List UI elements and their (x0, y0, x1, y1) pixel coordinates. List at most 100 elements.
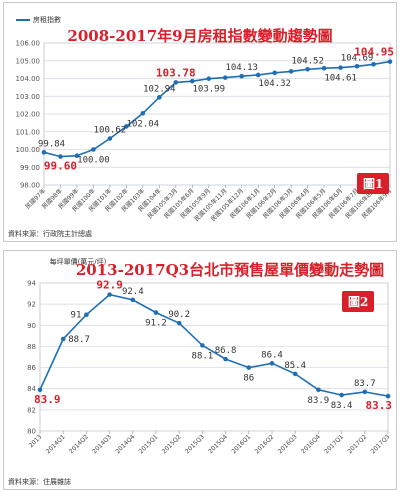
data-point (305, 66, 310, 72)
chart2-badge: 圖2 (342, 291, 375, 312)
data-point (269, 361, 275, 366)
x-tick-label: 2013 (28, 433, 44, 449)
data-label: 102.04 (127, 119, 160, 129)
x-tick-label: 2016Q2 (254, 433, 276, 455)
data-label: 91 (71, 311, 82, 321)
chart1-legend: 房租指數 (16, 15, 61, 25)
data-label: 104.95 (354, 46, 394, 59)
data-point (339, 392, 344, 398)
chart2-source: 資料來源：住展雜誌 (8, 478, 71, 486)
chart2-legend-label: 每坪單價(萬元/坪) (49, 258, 107, 266)
data-point (124, 124, 129, 129)
y-tick-label: 98.00 (20, 182, 40, 190)
data-label: 100.00 (77, 156, 110, 166)
x-tick-label: 2016Q1 (230, 433, 252, 455)
data-label: 103.78 (156, 66, 196, 79)
data-point (107, 292, 112, 297)
x-tick-label: 2015Q2 (161, 433, 183, 455)
x-tick-label: 2015Q1 (138, 433, 160, 455)
data-label: 104.32 (258, 79, 291, 89)
y-tick-label: 105.00 (16, 57, 41, 65)
x-tick-label: 2014Q3 (91, 433, 113, 455)
chart2-title: 2013-2017Q3台北市預售屋單價變動走勢圖 (75, 261, 385, 279)
data-point (255, 72, 261, 78)
y-tick-label: 104.00 (16, 75, 41, 83)
data-point (176, 320, 182, 326)
data-point (189, 78, 195, 84)
data-label: 92.4 (122, 287, 144, 297)
x-tick-label: 2016Q4 (300, 433, 322, 455)
x-tick-label: 2017Q1 (323, 433, 345, 455)
data-point (222, 75, 228, 80)
data-label: 100.62 (94, 125, 127, 135)
y-tick-label: 102.00 (16, 111, 41, 119)
data-label: 85.4 (284, 361, 306, 371)
x-tick-label: 2017Q2 (346, 433, 368, 455)
data-point (140, 110, 146, 116)
chart1-title: 2008-2017年9月房租指數變動趨勢圖 (67, 27, 333, 45)
data-label: 86.4 (261, 350, 283, 360)
data-point (385, 393, 391, 399)
chart1-source: 資料來源：行政院主計總處 (8, 230, 92, 238)
data-label: 86 (243, 374, 254, 384)
data-point (272, 70, 277, 76)
y-tick-label: 86 (27, 364, 36, 372)
data-label: 102.94 (143, 84, 176, 94)
y-tick-label: 99.00 (20, 164, 40, 172)
plot-area (39, 282, 389, 432)
data-label: 88.1 (192, 351, 214, 361)
data-point (246, 365, 252, 370)
y-tick-label: 100.00 (16, 146, 41, 154)
y-tick-label: 92 (27, 301, 36, 309)
data-label: 91.2 (145, 319, 167, 329)
y-tick-label: 82 (27, 406, 36, 414)
chart1-legend-label: 房租指數 (33, 16, 61, 24)
data-point (354, 63, 360, 69)
y-tick-label: 88 (27, 343, 36, 351)
data-point (387, 59, 393, 64)
data-label: 104.13 (225, 63, 258, 73)
data-label: 83.4 (331, 401, 353, 411)
y-tick-label: 90 (27, 322, 36, 330)
data-label: 83.7 (354, 379, 376, 389)
data-point (91, 147, 96, 152)
data-point (157, 95, 162, 100)
x-tick-label: 2017Q3 (370, 433, 392, 455)
data-point (239, 73, 245, 79)
data-point (362, 389, 368, 395)
x-tick-label: 2014Q1 (45, 433, 67, 455)
data-point (173, 80, 179, 85)
data-point (223, 356, 228, 362)
chart-panel-presale-price: 每坪單價(萬元/坪) 2013-2017Q3台北市預售屋單價變動走勢圖 80 82… (3, 250, 397, 490)
data-label: 104.61 (324, 74, 357, 84)
data-label: 99.84 (38, 139, 65, 149)
data-label: 99.60 (44, 160, 77, 173)
y-tick-label: 101.00 (16, 128, 41, 136)
data-label: 104.52 (291, 56, 324, 66)
data-label: 92.9 (96, 279, 123, 292)
x-tick-label: 2014Q2 (68, 433, 90, 455)
data-label: 83.3 (366, 399, 393, 412)
data-point (130, 297, 136, 303)
data-point (371, 62, 376, 67)
data-point (153, 310, 159, 315)
data-label: 86.8 (215, 346, 237, 356)
data-label: 104.69 (341, 53, 374, 63)
data-label: 83.9 (34, 393, 61, 406)
x-tick-label: 2015Q4 (207, 433, 229, 455)
data-point (338, 65, 343, 70)
data-point (316, 387, 321, 393)
x-tick-label: 2014Q4 (114, 433, 136, 455)
data-point (58, 154, 63, 159)
data-point (107, 136, 113, 141)
data-point (292, 371, 298, 377)
y-tick-label: 94 (27, 280, 36, 288)
data-point (200, 343, 205, 348)
y-tick-label: 103.00 (16, 93, 41, 101)
y-tick-label: 80 (27, 428, 36, 436)
y-tick-label: 106.00 (16, 40, 41, 48)
chart2-legend: 每坪單價(萬元/坪) (48, 257, 108, 267)
data-point (206, 76, 212, 81)
chart1-badge: 圖1 (357, 173, 390, 194)
